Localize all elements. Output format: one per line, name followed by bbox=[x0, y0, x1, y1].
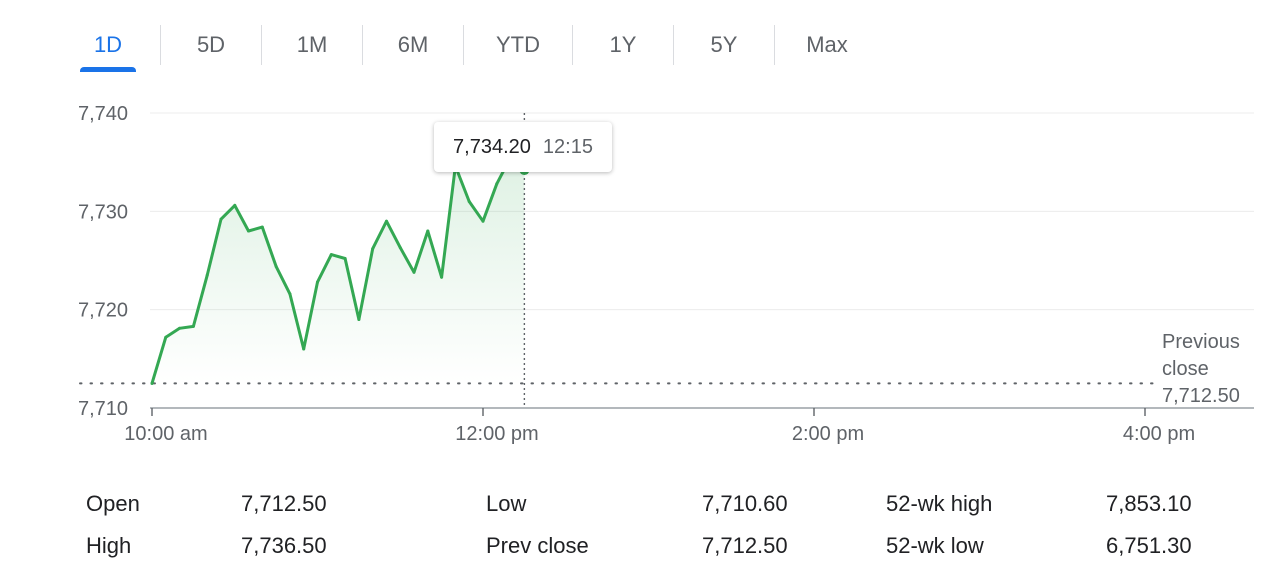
previous-close-label-line1: Previous bbox=[1162, 331, 1240, 353]
tab-divider bbox=[261, 25, 262, 65]
y-axis: 7,740 7,730 7,720 7,710 bbox=[78, 103, 128, 420]
x-tick-label: 4:00 pm bbox=[1123, 423, 1195, 445]
price-line bbox=[150, 155, 526, 385]
tab-label: 5Y bbox=[710, 32, 738, 57]
price-point bbox=[357, 318, 361, 321]
tab-5d[interactable]: 5D bbox=[161, 22, 261, 68]
stat-value-52wk-high: 7,853.10 bbox=[1106, 491, 1192, 516]
y-tick-label: 7,720 bbox=[78, 300, 128, 322]
x-tick-label: 10:00 am bbox=[124, 423, 207, 445]
price-tooltip: 7,734.20 12:15 bbox=[434, 122, 612, 172]
tab-label: 1D bbox=[93, 32, 123, 57]
x-tick-label: 2:00 pm bbox=[792, 423, 864, 445]
tab-label: 5D bbox=[196, 32, 226, 57]
price-point bbox=[412, 270, 416, 274]
stat-label-high: High bbox=[86, 533, 132, 558]
stat-value-high: 7,736.50 bbox=[241, 533, 327, 558]
price-point bbox=[426, 229, 430, 233]
price-point bbox=[191, 324, 195, 328]
stat-label-open: Open bbox=[86, 491, 140, 516]
x-tick-label: 12:00 pm bbox=[455, 423, 538, 445]
stat-value-low: 7,710.60 bbox=[702, 491, 788, 516]
previous-close-label: Previous close 7,712.50 bbox=[1162, 331, 1240, 407]
active-tab-indicator bbox=[80, 67, 136, 72]
price-point bbox=[329, 253, 333, 257]
price-area-fill bbox=[152, 157, 525, 384]
y-tick-label: 7,740 bbox=[78, 103, 128, 125]
tab-ytd[interactable]: YTD bbox=[464, 22, 572, 68]
price-point bbox=[371, 247, 375, 251]
tab-divider bbox=[160, 25, 161, 65]
price-point bbox=[288, 292, 292, 296]
tab-1y[interactable]: 1Y bbox=[573, 22, 673, 68]
price-point bbox=[440, 275, 444, 279]
tab-divider bbox=[774, 25, 775, 65]
tab-label: YTD bbox=[496, 32, 540, 57]
stat-label-low: Low bbox=[486, 491, 527, 516]
stat-value-open: 7,712.50 bbox=[241, 491, 327, 516]
previous-close-value: 7,712.50 bbox=[1162, 385, 1240, 407]
y-tick-label: 7,710 bbox=[78, 398, 128, 420]
tab-divider bbox=[673, 25, 674, 65]
price-point bbox=[398, 246, 402, 250]
stat-value-52wk-low: 6,751.30 bbox=[1106, 533, 1192, 558]
tab-divider bbox=[362, 25, 363, 65]
price-chart[interactable]: 7,740 7,730 7,720 7,710 10:00 am 12:00 pm 2:0… bbox=[0, 90, 1272, 460]
tab-label: 1M bbox=[296, 32, 328, 57]
price-point bbox=[178, 326, 182, 330]
tab-6m[interactable]: 6M bbox=[363, 22, 463, 68]
price-point bbox=[302, 347, 306, 351]
tab-max[interactable]: Max bbox=[775, 22, 879, 68]
stat-label-52wk-high: 52-wk high bbox=[886, 491, 993, 516]
tab-label: 1Y bbox=[609, 32, 637, 57]
tab-divider bbox=[572, 25, 573, 65]
tab-1m[interactable]: 1M bbox=[262, 22, 362, 68]
price-point bbox=[260, 225, 264, 229]
stat-value-prev-close: 7,712.50 bbox=[702, 533, 788, 558]
price-point bbox=[219, 217, 223, 221]
price-point bbox=[481, 219, 485, 223]
stat-label-prev-close: Prev close bbox=[486, 533, 589, 558]
price-point bbox=[205, 273, 209, 277]
previous-close-label-line2: close bbox=[1162, 358, 1209, 380]
tooltip-time: 12:15 bbox=[542, 135, 593, 158]
price-point bbox=[274, 264, 278, 268]
tab-label: Max bbox=[806, 32, 848, 57]
tab-1d[interactable]: 1D bbox=[78, 22, 138, 72]
tooltip-price: 7,734.20 bbox=[453, 135, 531, 158]
price-point bbox=[164, 335, 168, 339]
price-point bbox=[343, 257, 347, 260]
tab-5y[interactable]: 5Y bbox=[674, 22, 774, 68]
stat-label-52wk-low: 52-wk low bbox=[886, 533, 984, 558]
gridlines bbox=[150, 112, 1254, 311]
x-axis: 10:00 am 12:00 pm 2:00 pm 4:00 pm bbox=[124, 408, 1195, 445]
price-point bbox=[385, 219, 388, 223]
price-point bbox=[467, 200, 471, 203]
price-point bbox=[150, 381, 154, 385]
tab-divider bbox=[463, 25, 464, 65]
time-range-tabs: 1D 5D 1M 6M YTD 1Y 5Y Max bbox=[78, 22, 879, 72]
price-point bbox=[247, 229, 250, 233]
tab-label: 6M bbox=[397, 32, 429, 57]
price-point bbox=[495, 182, 499, 186]
y-tick-label: 7,730 bbox=[78, 201, 128, 223]
price-point bbox=[233, 203, 237, 207]
price-point bbox=[316, 280, 319, 284]
